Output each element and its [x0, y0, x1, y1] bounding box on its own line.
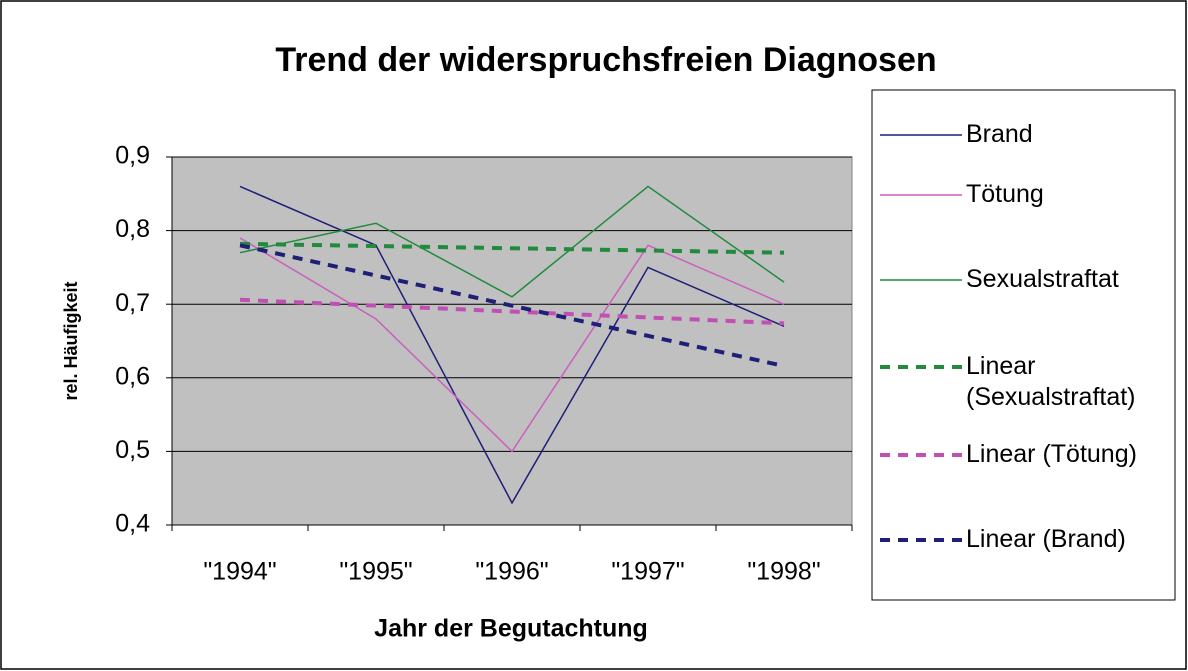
x-tick-label: "1995" — [339, 558, 412, 586]
y-tick-label: 0,4 — [115, 510, 150, 538]
y-tick-label: 0,5 — [115, 436, 150, 464]
series-line — [239, 185, 785, 298]
legend-box — [871, 89, 1176, 601]
x-tick-label: "1996" — [475, 558, 548, 586]
legend-label: Linear (Tötung) — [966, 440, 1137, 468]
trend-line — [239, 241, 785, 255]
y-axis-title: rel. Häufigkeit — [61, 281, 81, 400]
legend-label: Tötung — [966, 180, 1044, 208]
series-line — [239, 185, 785, 505]
legend-label: Linear (Brand) — [966, 525, 1126, 553]
plot-area — [171, 156, 853, 526]
y-tick-label: 0,8 — [115, 215, 150, 243]
x-tick-label: "1997" — [611, 558, 684, 586]
trend-line — [239, 297, 785, 326]
x-tick-label: "1998" — [747, 558, 820, 586]
trend-line — [239, 243, 785, 368]
x-axis-title: Jahr der Begutachtung — [374, 615, 648, 643]
legend-label: Brand — [966, 120, 1033, 148]
legend-label: Linear (Sexualstraftat) — [966, 352, 1136, 411]
y-tick-label: 0,9 — [115, 142, 150, 170]
chart-title: Trend der widerspruchsfreien Diagnosen — [275, 41, 936, 79]
y-tick-label: 0,6 — [115, 362, 150, 390]
series-line — [239, 237, 785, 453]
x-tick-label: "1994" — [203, 558, 276, 586]
y-tick-label: 0,7 — [115, 289, 150, 317]
legend-label: Sexualstraftat — [966, 265, 1119, 293]
